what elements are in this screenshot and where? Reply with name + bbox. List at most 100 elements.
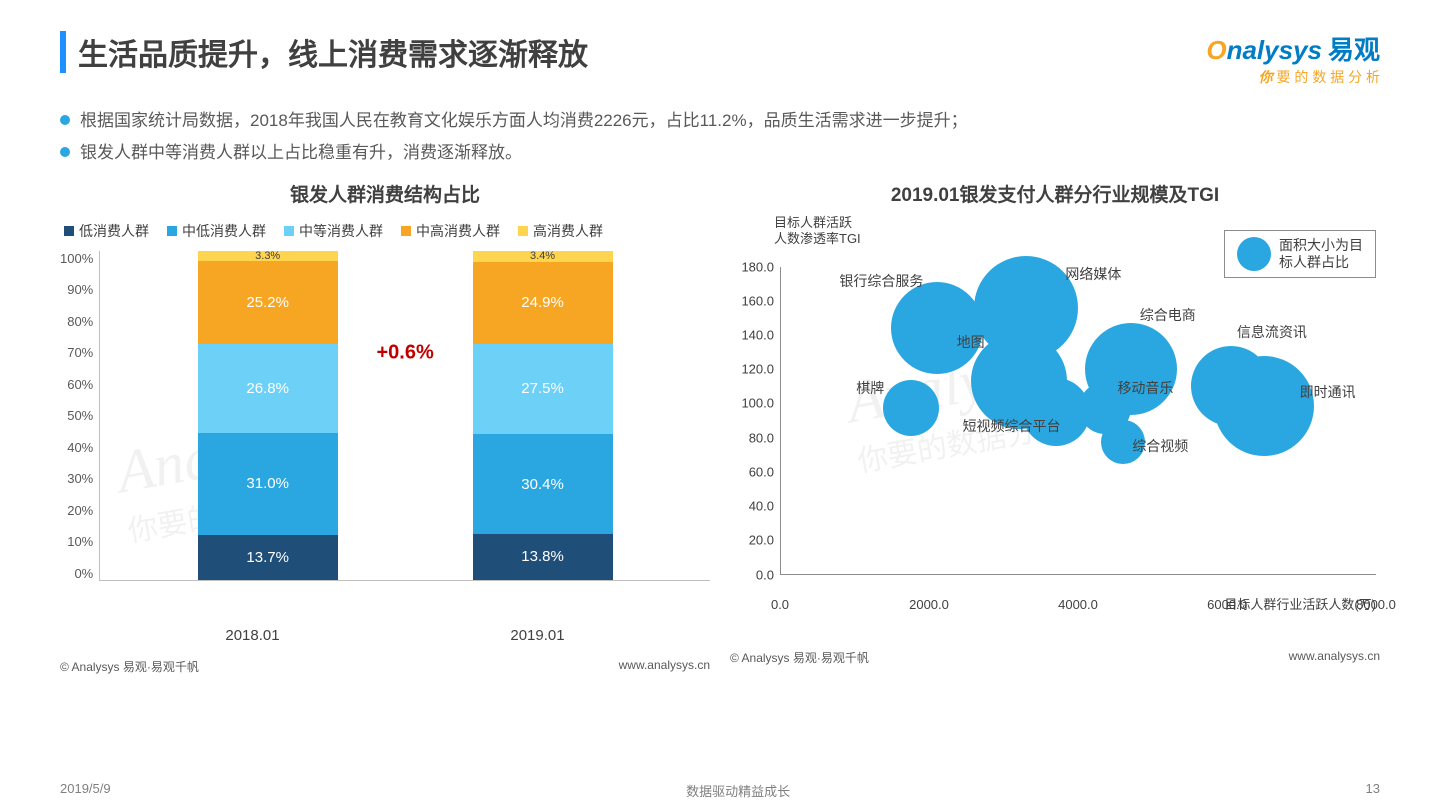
charts-row: 银发人群消费结构占比 低消费人群中低消费人群中等消费人群中高消费人群高消费人群 … — [60, 180, 1380, 675]
bullet-list: 根据国家统计局数据，2018年我国人民在教育文化娱乐方面人均消费2226元，占比… — [60, 105, 1380, 170]
y-tick-label: 0% — [74, 566, 93, 581]
y-tick-label: 180.0 — [741, 259, 774, 274]
bar-segment: 27.5% — [473, 344, 613, 434]
bar-stacks: 13.7%31.0%26.8%25.2%3.3%13.8%30.4%27.5%2… — [100, 251, 710, 580]
bubble-chart: 2019.01银发支付人群分行业规模及TGI 面积大小为目标人群占比 目标人群活… — [730, 180, 1380, 675]
logo-cn: 易观 — [1328, 30, 1380, 67]
legend-swatch-icon — [167, 226, 177, 236]
legend-swatch-icon — [518, 226, 528, 236]
footer-tag: 数据驱动精益成长 — [686, 781, 790, 800]
legend-label: 中高消费人群 — [416, 221, 500, 241]
legend-swatch-icon — [284, 226, 294, 236]
bar-plot-area: 13.7%31.0%26.8%25.2%3.3%13.8%30.4%27.5%2… — [99, 251, 710, 581]
y-tick-label: 50% — [67, 408, 93, 423]
bubble-point — [1214, 356, 1314, 456]
title-accent-bar — [60, 31, 66, 73]
logo-top: Onalysys 易观 — [1206, 30, 1380, 67]
x-tick-label: 2019.01 — [468, 627, 608, 644]
y-tick-label: 20.0 — [749, 533, 774, 548]
brand-logo: Onalysys 易观 你 要 的 数 据 分 析 — [1206, 30, 1380, 87]
bubble-plot-wrap: 目标人群活跃人数渗透率TGI 0.020.040.060.080.0100.01… — [730, 215, 1380, 645]
bar-segment: 13.8% — [473, 534, 613, 579]
bar-source: © Analysys 易观·易观千帆 — [60, 658, 199, 675]
bar-stack: 13.7%31.0%26.8%25.2%3.3% — [198, 251, 338, 580]
bullet-dot-icon — [60, 115, 70, 125]
bubble-source: © Analysys 易观·易观千帆 — [730, 649, 869, 666]
legend-swatch-icon — [401, 226, 411, 236]
bullet-text: 根据国家统计局数据，2018年我国人民在教育文化娱乐方面人均消费2226元，占比… — [80, 105, 968, 137]
legend-label: 高消费人群 — [533, 221, 603, 241]
bubble-chart-title: 2019.01银发支付人群分行业规模及TGI — [730, 180, 1380, 207]
title-row: 生活品质提升，线上消费需求逐渐释放 Onalysys 易观 你 要 的 数 据 … — [60, 30, 1380, 87]
bubble-label: 网络媒体 — [1065, 264, 1121, 284]
x-tick-label: 2018.01 — [183, 627, 323, 644]
y-tick-label: 20% — [67, 503, 93, 518]
y-tick-label: 140.0 — [741, 328, 774, 343]
y-tick-label: 100.0 — [741, 396, 774, 411]
bubble-point — [883, 380, 939, 436]
x-tick-label: 2000.0 — [909, 597, 949, 612]
y-tick-label: 0.0 — [756, 567, 774, 582]
logo-subtitle: 你 要 的 数 据 分 析 — [1206, 67, 1380, 87]
bubble-plot: 银行综合服务网络媒体地图综合电商信息流资讯棋牌短视频综合平台移动音乐综合视频即时… — [780, 267, 1376, 575]
bar-segment: 3.3% — [198, 251, 338, 262]
x-tick-label: 0.0 — [771, 597, 789, 612]
legend-label: 低消费人群 — [79, 221, 149, 241]
bubble-ylabel: 目标人群活跃人数渗透率TGI — [774, 215, 861, 249]
bubble-label: 短视频综合平台 — [963, 416, 1061, 436]
y-tick-label: 10% — [67, 534, 93, 549]
legend-item: 高消费人群 — [518, 221, 603, 241]
legend-item: 中等消费人群 — [284, 221, 383, 241]
slide-footer: 2019/5/9 数据驱动精益成长 13 — [60, 781, 1380, 800]
bubble-legend-text: 面积大小为目标人群占比 — [1279, 237, 1363, 271]
bar-chart-yaxis: 0%10%20%30%40%50%60%70%80%90%100% — [60, 251, 99, 581]
legend-item: 低消费人群 — [64, 221, 149, 241]
slide: Analysys你要的数据分析 Analysys你要的数据分析 生活品质提升，线… — [0, 0, 1440, 810]
bubble-legend-icon — [1237, 237, 1271, 271]
y-tick-label: 160.0 — [741, 293, 774, 308]
y-tick-label: 60% — [67, 377, 93, 392]
title-block: 生活品质提升，线上消费需求逐渐释放 — [60, 30, 588, 74]
y-tick-label: 40.0 — [749, 499, 774, 514]
bubble-label: 银行综合服务 — [839, 271, 923, 291]
bullet-item: 根据国家统计局数据，2018年我国人民在教育文化娱乐方面人均消费2226元，占比… — [60, 105, 1380, 137]
bullet-item: 银发人群中等消费人群以上占比稳重有升，消费逐渐释放。 — [60, 137, 1380, 169]
bar-segment: 30.4% — [473, 434, 613, 534]
delta-label: +0.6% — [376, 341, 433, 364]
bubble-label: 综合视频 — [1132, 436, 1188, 456]
legend-label: 中等消费人群 — [299, 221, 383, 241]
bubble-legend: 面积大小为目标人群占比 — [1224, 230, 1376, 278]
y-tick-label: 30% — [67, 471, 93, 486]
bubble-label: 棋牌 — [856, 378, 884, 398]
bubble-label: 移动音乐 — [1117, 378, 1173, 398]
bar-source-url: www.analysys.cn — [619, 658, 710, 675]
bar-segment: 3.4% — [473, 251, 613, 262]
bubble-xlabel: 目标人群行业活跃人数(万) — [1224, 594, 1376, 613]
legend-item: 中低消费人群 — [167, 221, 266, 241]
bar-segment: 31.0% — [198, 433, 338, 535]
legend-swatch-icon — [64, 226, 74, 236]
bar-segment: 25.2% — [198, 261, 338, 344]
logo-o-icon: O — [1206, 35, 1226, 66]
bar-chart-title: 银发人群消费结构占比 — [60, 180, 710, 207]
bullet-dot-icon — [60, 147, 70, 157]
bar-segment: 24.9% — [473, 262, 613, 344]
bubble-label: 信息流资讯 — [1237, 322, 1307, 342]
y-tick-label: 90% — [67, 282, 93, 297]
y-tick-label: 40% — [67, 440, 93, 455]
bar-chart-legend: 低消费人群 中低消费人群 中等消费人群 中高消费人群 高消费人群 — [64, 221, 710, 241]
bubble-yaxis: 0.020.040.060.080.0100.0120.0140.0160.01… — [730, 267, 778, 575]
x-tick-label: 4000.0 — [1058, 597, 1098, 612]
bullet-text: 银发人群中等消费人群以上占比稳重有升，消费逐渐释放。 — [80, 137, 522, 169]
bubble-source-url: www.analysys.cn — [1289, 649, 1380, 666]
bubble-label: 地图 — [957, 332, 985, 352]
legend-label: 中低消费人群 — [182, 221, 266, 241]
footer-date: 2019/5/9 — [60, 781, 111, 800]
bar-segment: 26.8% — [198, 344, 338, 432]
y-tick-label: 120.0 — [741, 362, 774, 377]
bar-chart: 银发人群消费结构占比 低消费人群中低消费人群中等消费人群中高消费人群高消费人群 … — [60, 180, 710, 675]
bar-stack: 13.8%30.4%27.5%24.9%3.4% — [473, 251, 613, 580]
y-tick-label: 100% — [60, 251, 93, 266]
bar-segment: 13.7% — [198, 535, 338, 580]
y-tick-label: 70% — [67, 345, 93, 360]
